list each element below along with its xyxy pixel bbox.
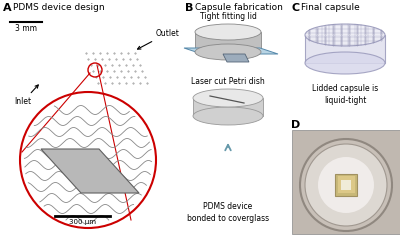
Text: B: B — [185, 3, 193, 13]
Ellipse shape — [305, 52, 385, 74]
Polygon shape — [331, 181, 349, 189]
Text: Tight fitting lid: Tight fitting lid — [200, 12, 256, 21]
Circle shape — [300, 139, 392, 231]
Text: C: C — [291, 3, 299, 13]
Text: A: A — [3, 3, 12, 13]
Ellipse shape — [305, 24, 385, 46]
Ellipse shape — [193, 107, 263, 125]
Ellipse shape — [193, 89, 263, 107]
Circle shape — [318, 157, 374, 213]
Polygon shape — [193, 98, 263, 116]
Circle shape — [20, 92, 156, 228]
Text: Inlet: Inlet — [14, 85, 38, 106]
Text: D: D — [291, 120, 300, 130]
Polygon shape — [195, 32, 261, 52]
Bar — [335, 174, 357, 196]
Ellipse shape — [195, 44, 261, 60]
Text: 300 μm: 300 μm — [69, 219, 96, 225]
Text: PDMS device design: PDMS device design — [13, 3, 105, 12]
Text: Outlet: Outlet — [138, 29, 180, 49]
Ellipse shape — [195, 24, 261, 40]
Circle shape — [305, 144, 387, 226]
Text: PDMS device
bonded to coverglass: PDMS device bonded to coverglass — [187, 202, 269, 223]
Polygon shape — [223, 54, 249, 62]
Text: Final capsule: Final capsule — [301, 3, 360, 12]
Polygon shape — [305, 35, 385, 63]
Text: Lidded capsule is
liquid-tight: Lidded capsule is liquid-tight — [312, 84, 378, 105]
Polygon shape — [41, 149, 139, 193]
Text: Capsule fabrication: Capsule fabrication — [195, 3, 283, 12]
Bar — [338, 176, 355, 193]
Text: Laser cut Petri dish: Laser cut Petri dish — [191, 77, 265, 86]
Polygon shape — [184, 48, 278, 54]
Bar — [292, 130, 400, 234]
Text: 3 mm: 3 mm — [15, 24, 37, 33]
Bar — [341, 180, 351, 190]
